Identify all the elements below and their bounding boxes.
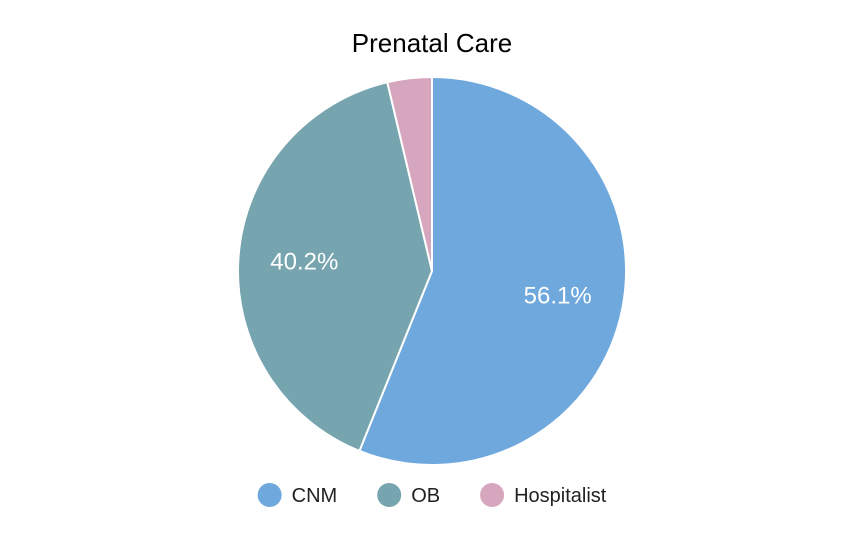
pie-slices <box>237 76 627 466</box>
legend-label: Hospitalist <box>514 485 607 507</box>
slice-label-cnm: 56.1% <box>524 282 592 309</box>
legend-item-hospitalist[interactable]: Hospitalist <box>480 483 607 507</box>
legend-swatch <box>377 483 402 507</box>
pie-labels: 56.1% 40.2% <box>270 248 591 309</box>
legend-label: OB <box>411 485 440 507</box>
legend-swatch <box>480 483 505 507</box>
legend-item-cnm[interactable]: CNM <box>257 483 338 507</box>
slice-label-ob: 40.2% <box>270 248 338 275</box>
legend-label: CNM <box>292 485 338 507</box>
legend: CNM OB Hospitalist <box>257 483 607 507</box>
pie-slice-cnm[interactable] <box>358 76 627 466</box>
legend-swatch <box>257 483 282 507</box>
pie-slice-ob[interactable] <box>237 81 433 452</box>
chart-title: Prenatal Care <box>352 28 512 58</box>
pie-slice-hospitalist[interactable] <box>386 76 433 272</box>
legend-item-ob[interactable]: OB <box>377 483 440 507</box>
